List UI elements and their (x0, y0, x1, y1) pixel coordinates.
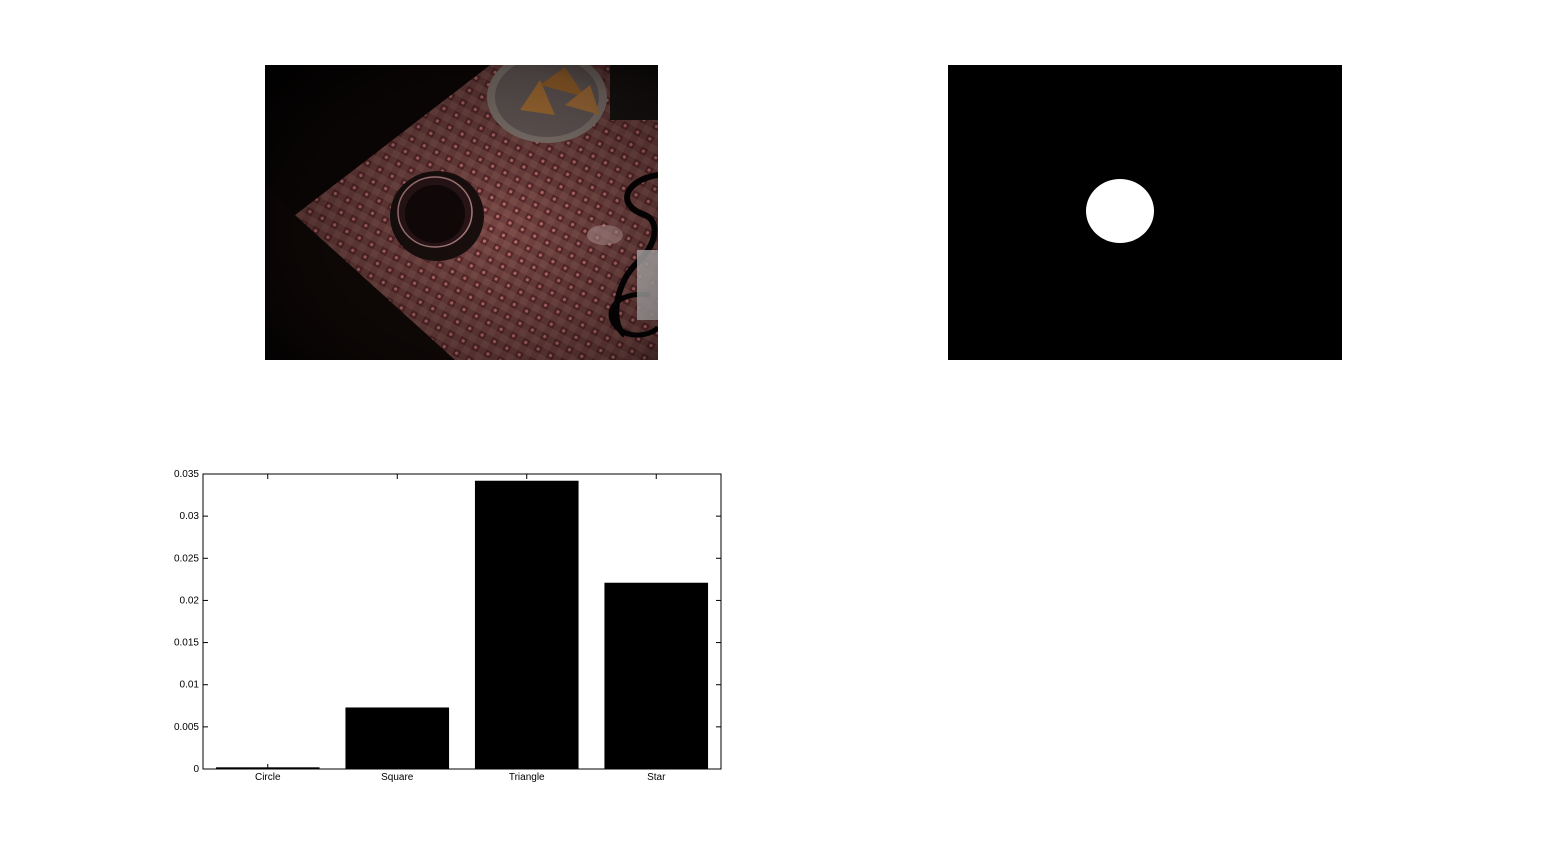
x-tick-label-circle: Circle (255, 772, 281, 783)
bar-star (604, 582, 709, 769)
table-photo-icon (265, 51, 661, 360)
y-tick-label: 0.035 (174, 469, 199, 480)
bar-square (345, 707, 450, 769)
y-tick-label: 0.02 (180, 595, 200, 606)
y-axis: 0 0.005 0.01 0.015 0.02 0.025 0.03 0.035 (174, 469, 721, 775)
bar-chart: 0 0.005 0.01 0.015 0.02 0.025 0.03 0.035 Circle… (160, 460, 740, 790)
y-tick-label: 0.005 (174, 722, 199, 733)
y-tick-label: 0.015 (174, 638, 199, 649)
x-tick-label-star: Star (647, 772, 666, 783)
mask-image (948, 65, 1342, 360)
photo-panel (265, 51, 661, 360)
plot-area (202, 473, 722, 770)
y-tick-label: 0.03 (180, 511, 200, 522)
x-tick-label-triangle: Triangle (509, 772, 545, 783)
mask-blob (1086, 179, 1154, 243)
y-tick-label: 0.025 (174, 553, 199, 564)
binary-mask-panel (948, 65, 1342, 360)
x-tick-label-square: Square (381, 772, 414, 783)
bar-triangle (474, 480, 579, 769)
x-axis: Circle Square Triangle Star (255, 474, 666, 783)
bar-chart-svg: 0 0.005 0.01 0.015 0.02 0.025 0.03 0.035 Circle… (174, 469, 722, 783)
bars-layer (215, 480, 709, 769)
y-tick-label: 0.01 (180, 680, 200, 691)
y-tick-label: 0 (193, 764, 199, 775)
